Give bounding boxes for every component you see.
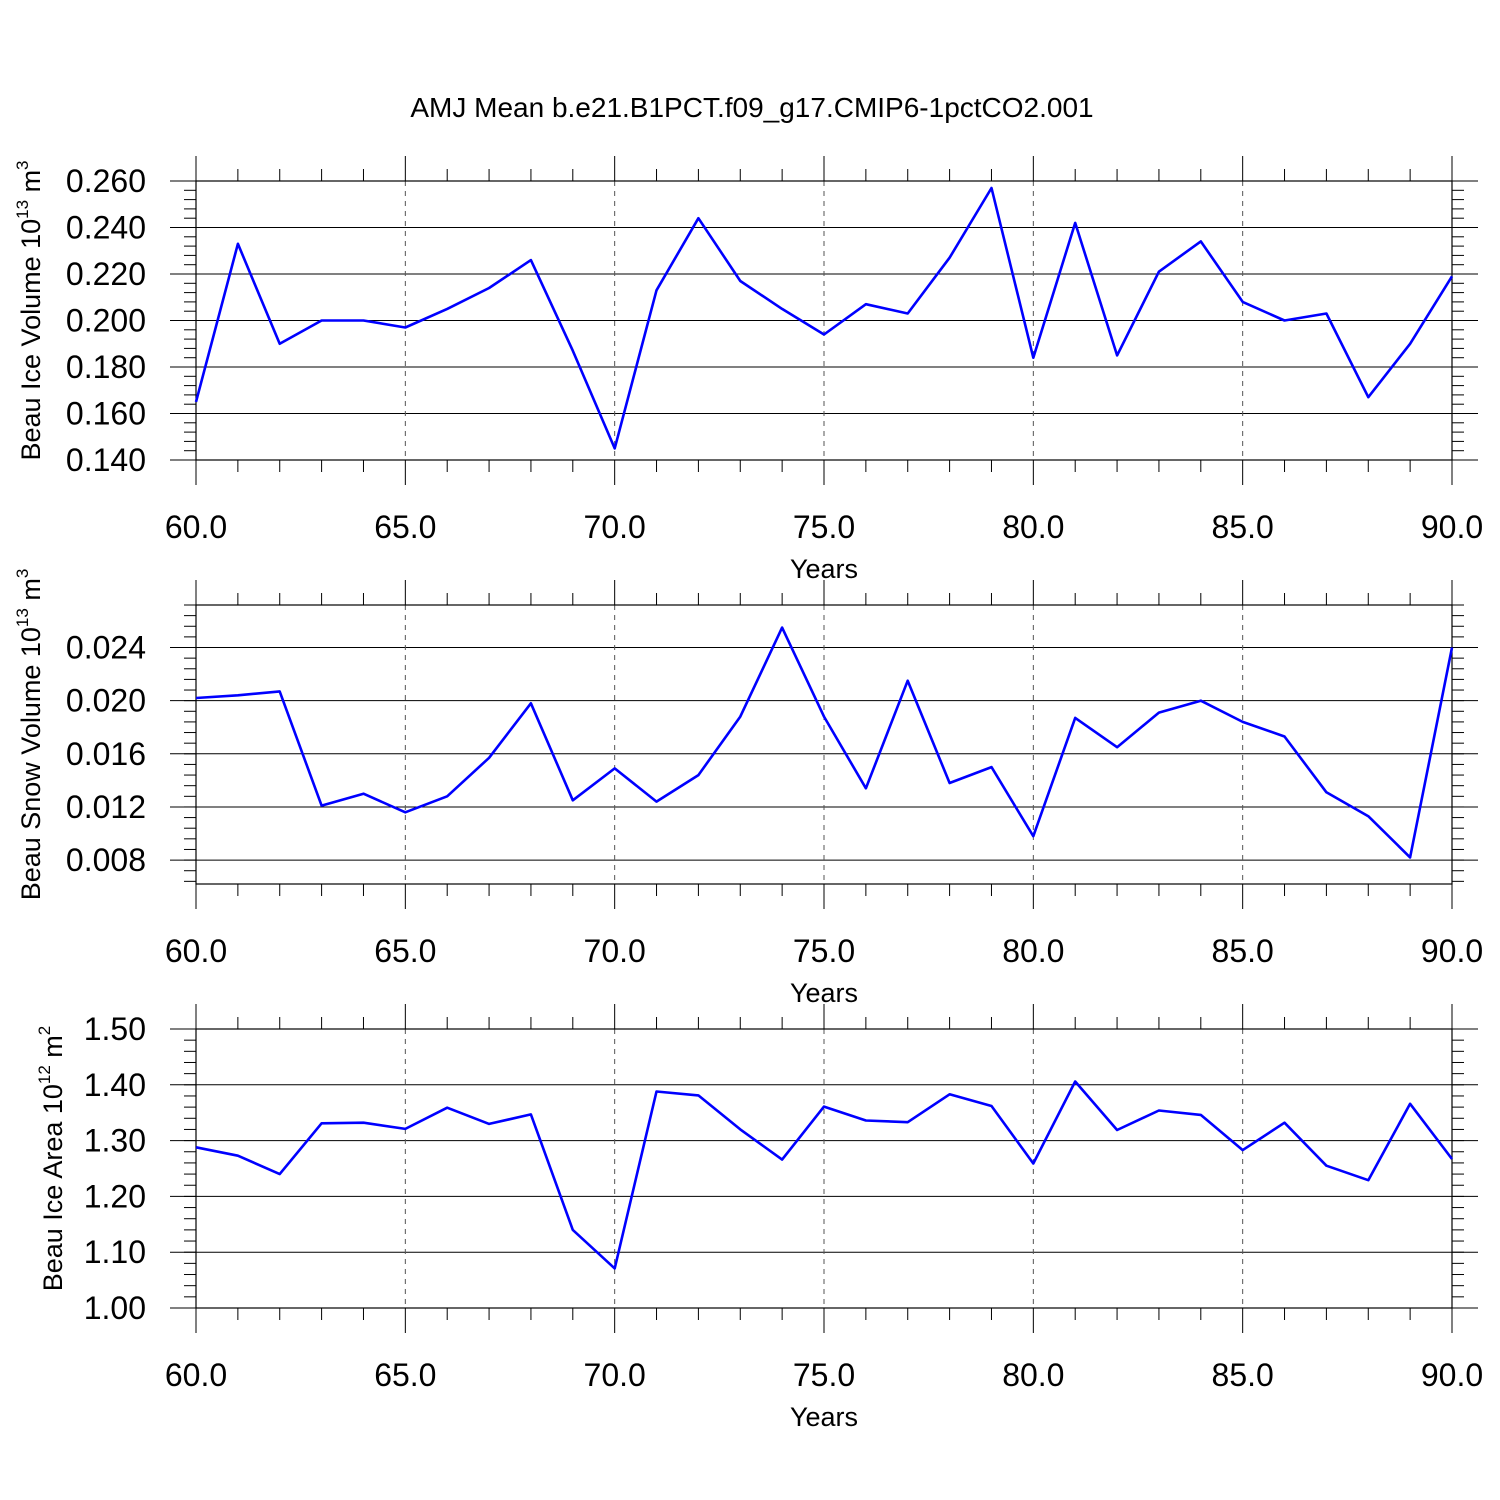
- y-axis-title-base: Beau Ice Area 10: [38, 1084, 68, 1291]
- panel-1: 60.0 65.0 70.0 75.0 80.0 85.0 90.0 0.140 0.160 0.…: [13, 156, 1483, 584]
- x-tick-label: 90.0: [1421, 509, 1483, 545]
- y-axis-title-unit: m: [16, 578, 46, 608]
- y-axis-title: Beau Ice Area 1012 m2: [35, 1026, 68, 1292]
- x-tick-label: 70.0: [584, 933, 646, 969]
- y-axis-title-unit-exponent: 2: [35, 1026, 54, 1035]
- y-tick-label: 0.016: [66, 736, 146, 772]
- chart-panels: 60.0 65.0 70.0 75.0 80.0 85.0 90.0 0.140 0.160 0.…: [13, 156, 1483, 1432]
- y-tick-label: 1.40: [84, 1067, 146, 1103]
- x-tick-label: 90.0: [1421, 933, 1483, 969]
- x-tick-label: 80.0: [1002, 933, 1064, 969]
- y-axis-title-unit-exponent: 3: [13, 160, 32, 169]
- y-axis-title-unit: m: [38, 1035, 68, 1065]
- x-axis-title: Years: [790, 554, 858, 584]
- x-tick-label: 65.0: [374, 933, 436, 969]
- y-axis-title-base: Beau Ice Volume 10: [16, 219, 46, 461]
- x-tick-label: 70.0: [584, 509, 646, 545]
- y-tick-label: 0.024: [66, 630, 146, 666]
- y-tick-label: 1.00: [84, 1290, 146, 1326]
- y-tick-label: 0.240: [66, 210, 146, 246]
- y-axis-title-exponent: 13: [13, 608, 32, 627]
- x-axis-title: Years: [790, 978, 858, 1008]
- x-tick-label: 75.0: [793, 1357, 855, 1393]
- panel-3: 60.0 65.0 70.0 75.0 80.0 85.0 90.0 1.00 1.10 1.20…: [35, 1004, 1483, 1432]
- y-tick-label: 0.200: [66, 303, 146, 339]
- x-tick-label: 60.0: [165, 1357, 227, 1393]
- x-tick-label: 85.0: [1212, 509, 1274, 545]
- y-axis-title: Beau Snow Volume 1013 m3: [13, 569, 46, 901]
- y-tick-label: 0.180: [66, 349, 146, 385]
- x-tick-label: 65.0: [374, 509, 436, 545]
- y-tick-label: 0.012: [66, 789, 146, 825]
- y-axis-title: Beau Ice Volume 1013 m3: [13, 160, 46, 460]
- y-tick-label: 1.50: [84, 1011, 146, 1047]
- x-tick-label: 60.0: [165, 933, 227, 969]
- x-tick-label: 90.0: [1421, 1357, 1483, 1393]
- y-axis-title-exponent: 12: [35, 1065, 54, 1084]
- x-tick-label: 75.0: [793, 933, 855, 969]
- x-tick-label: 80.0: [1002, 509, 1064, 545]
- x-tick-label: 60.0: [165, 509, 227, 545]
- y-tick-label: 0.140: [66, 442, 146, 478]
- y-tick-label: 1.30: [84, 1123, 146, 1159]
- y-axis-title-unit-exponent: 3: [13, 569, 32, 578]
- panel-2: 60.0 65.0 70.0 75.0 80.0 85.0 90.0 0.008 0.012 0.…: [13, 569, 1483, 1008]
- x-tick-label: 80.0: [1002, 1357, 1064, 1393]
- x-tick-label: 85.0: [1212, 933, 1274, 969]
- y-tick-label: 0.260: [66, 163, 146, 199]
- series-line: [195, 626, 1454, 859]
- y-axis-title-base: Beau Snow Volume 10: [16, 627, 46, 900]
- y-tick-label: 1.10: [84, 1234, 146, 1270]
- chart-title: AMJ Mean b.e21.B1PCT.f09_g17.CMIP6-1pctC…: [410, 92, 1093, 123]
- series-line: [195, 1080, 1454, 1270]
- x-tick-label: 75.0: [793, 509, 855, 545]
- y-tick-label: 0.160: [66, 396, 146, 432]
- x-tick-label: 70.0: [584, 1357, 646, 1393]
- y-tick-label: 0.220: [66, 256, 146, 292]
- x-tick-label: 65.0: [374, 1357, 436, 1393]
- y-tick-label: 0.008: [66, 842, 146, 878]
- y-tick-label: 0.020: [66, 683, 146, 719]
- x-tick-label: 85.0: [1212, 1357, 1274, 1393]
- y-axis-title-exponent: 13: [13, 200, 32, 219]
- series-line: [194, 186, 1454, 450]
- x-axis-title: Years: [790, 1402, 858, 1432]
- y-axis-title-unit: m: [16, 170, 46, 200]
- y-tick-label: 1.20: [84, 1178, 146, 1214]
